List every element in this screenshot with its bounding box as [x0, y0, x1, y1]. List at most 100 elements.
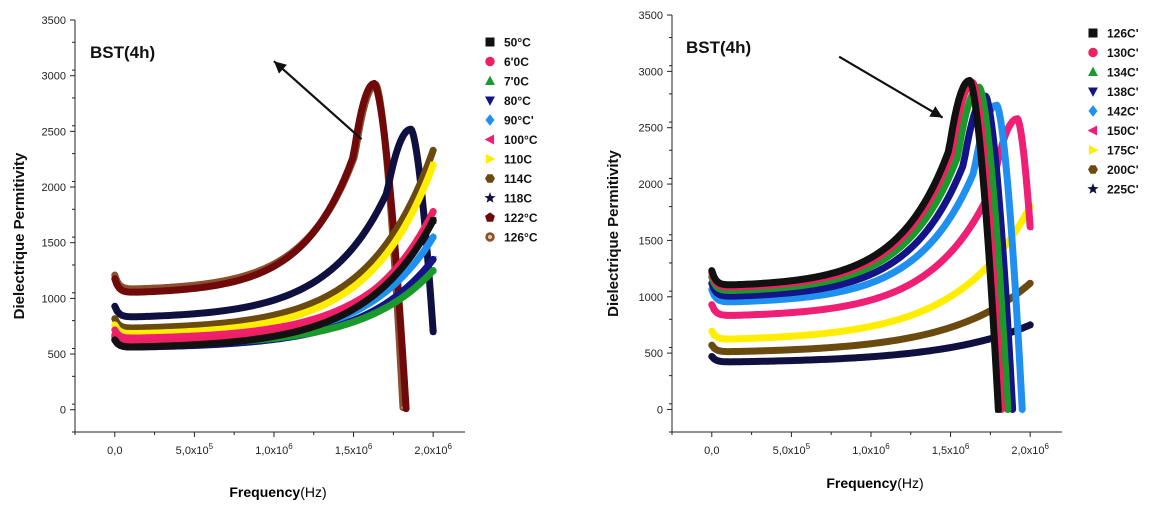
- series-line-9: [111, 79, 410, 413]
- series-end-marker-2: [429, 266, 437, 274]
- legend-label-6: 175C': [1107, 144, 1139, 158]
- legend-marker-3: [1088, 87, 1098, 97]
- y-tick-label: 2500: [42, 126, 66, 138]
- series-line-7: [708, 279, 1034, 356]
- legend-label-0: 126C': [1107, 27, 1139, 41]
- x-axis-title: Frequency(Hz): [229, 484, 326, 500]
- legend-marker-4: [1088, 105, 1098, 117]
- x-tick-label-base: 2,0x10: [1011, 445, 1044, 457]
- y-tick-label: 1500: [639, 235, 663, 247]
- series-end-marker-1: [429, 208, 437, 215]
- legend-marker-2: [1088, 66, 1098, 77]
- x-tick-label: 2,0x106: [1011, 442, 1049, 457]
- y-axis-title: Dielectrique Permitivity: [605, 149, 622, 316]
- series-end-marker-7: [429, 147, 437, 154]
- series-end-marker-8: [429, 327, 438, 336]
- series-line-8: [708, 321, 1034, 366]
- series-line-3: [708, 92, 1017, 413]
- legend-marker-3: [485, 96, 495, 106]
- series-end-marker-0: [995, 406, 1002, 413]
- x-tick-label-base: 1,0x10: [255, 445, 288, 457]
- series-end-marker-4: [429, 232, 437, 242]
- x-tick-label-exp: 5: [209, 442, 214, 451]
- legend-label-8: 118C: [504, 192, 532, 206]
- series-end-marker-3: [429, 256, 437, 264]
- series-end-marker-9: [402, 404, 410, 412]
- x-tick-label: 0,0: [704, 445, 719, 457]
- legend-marker-5: [1087, 125, 1098, 136]
- x-axis-title-unit: (Hz): [300, 484, 326, 500]
- series-line-1: [111, 208, 437, 346]
- x-axis-title-unit: (Hz): [897, 475, 923, 491]
- y-tick-label: 3500: [42, 15, 66, 27]
- legend-marker-8: [484, 192, 496, 203]
- legend-label-4: 90°C': [504, 114, 534, 128]
- legend-marker-7: [485, 174, 495, 183]
- series-line-8: [111, 125, 437, 336]
- legend-marker-5: [484, 134, 495, 145]
- legend-marker-9: [485, 212, 495, 222]
- legend-marker-2: [485, 75, 495, 86]
- legend-label-1: 130C': [1107, 46, 1139, 60]
- y-tick-label: 2000: [639, 179, 663, 191]
- y-tick-label: 3000: [42, 71, 66, 83]
- series-end-marker-8: [1026, 320, 1035, 329]
- x-tick-label-base: 1,0x10: [852, 445, 885, 457]
- x-tick-label-base: 5,0x10: [176, 445, 209, 457]
- x-tick-label-base: 0,0: [704, 445, 719, 457]
- legend-label-0: 50°C: [504, 36, 531, 50]
- chart-title: BST(4h): [686, 38, 751, 57]
- x-tick-label-exp: 6: [885, 442, 890, 451]
- series-line-4: [708, 101, 1026, 413]
- y-tick-label: 3500: [639, 10, 663, 22]
- x-tick-label: 2,0x106: [414, 442, 452, 457]
- y-tick-label: 500: [645, 348, 663, 360]
- x-tick-label-base: 5,0x10: [773, 445, 806, 457]
- legend-label-3: 138C': [1107, 85, 1139, 99]
- legend-marker-1: [1088, 47, 1098, 58]
- x-tick-label-exp: 6: [447, 442, 452, 451]
- legend-label-1: 6'0C: [504, 55, 529, 69]
- x-tick-label-base: 0,0: [107, 445, 122, 457]
- x-tick-label-base: 2,0x10: [414, 445, 447, 457]
- legend-marker-0: [1088, 28, 1098, 38]
- legend-marker-7: [1088, 165, 1098, 174]
- legend-label-3: 80°C: [504, 94, 531, 108]
- series-line-5: [708, 115, 1034, 319]
- x-tick-label-exp: 6: [288, 442, 293, 451]
- y-axis-title: Dielectrique Permitivity: [11, 152, 28, 319]
- y-tick-label: 2500: [639, 123, 663, 135]
- y-tick-label: 1500: [42, 238, 66, 250]
- x-tick-label: 1,5x106: [932, 442, 970, 457]
- y-tick-label: 0: [60, 405, 66, 417]
- series-line-0: [111, 216, 437, 351]
- y-tick-label: 1000: [42, 293, 66, 305]
- legend-marker-6: [485, 154, 496, 164]
- series-end-marker-4: [1019, 405, 1026, 414]
- series-line-6: [111, 161, 437, 338]
- x-tick-label: 0,0: [107, 445, 122, 457]
- series-line-0: [708, 76, 1002, 413]
- x-tick-label: 1,0x106: [852, 442, 890, 457]
- legend-label-7: 200C': [1107, 163, 1139, 177]
- x-tick-label: 5,0x105: [773, 442, 811, 457]
- legend-marker-0: [485, 37, 495, 47]
- legend-label-10: 126°C: [504, 231, 538, 245]
- trend-arrow-line: [273, 60, 363, 140]
- series-end-marker-5: [1026, 223, 1034, 231]
- legend-label-7: 114C: [504, 172, 532, 186]
- series-end-marker-7: [1026, 280, 1034, 287]
- y-tick-label: 1000: [639, 292, 663, 304]
- legend-label-5: 150C': [1107, 124, 1139, 138]
- legend-label-6: 110C: [504, 153, 532, 167]
- x-tick-label-exp: 5: [806, 442, 811, 451]
- x-axis-title-main: Frequency: [229, 484, 300, 500]
- chart-left: 0 500 1000 1500 2000 2500 3000 3500 0,0 5,0x105 1,…: [11, 15, 538, 500]
- legend-label-2: 134C': [1107, 66, 1139, 80]
- series-end-marker-2: [1004, 405, 1012, 413]
- y-tick-label: 2000: [42, 182, 66, 194]
- legend-label-9: 122°C: [504, 211, 538, 225]
- legend-marker-6: [1088, 145, 1099, 155]
- x-tick-label-exp: 6: [368, 442, 373, 451]
- x-axis-title: Frequency(Hz): [826, 475, 923, 491]
